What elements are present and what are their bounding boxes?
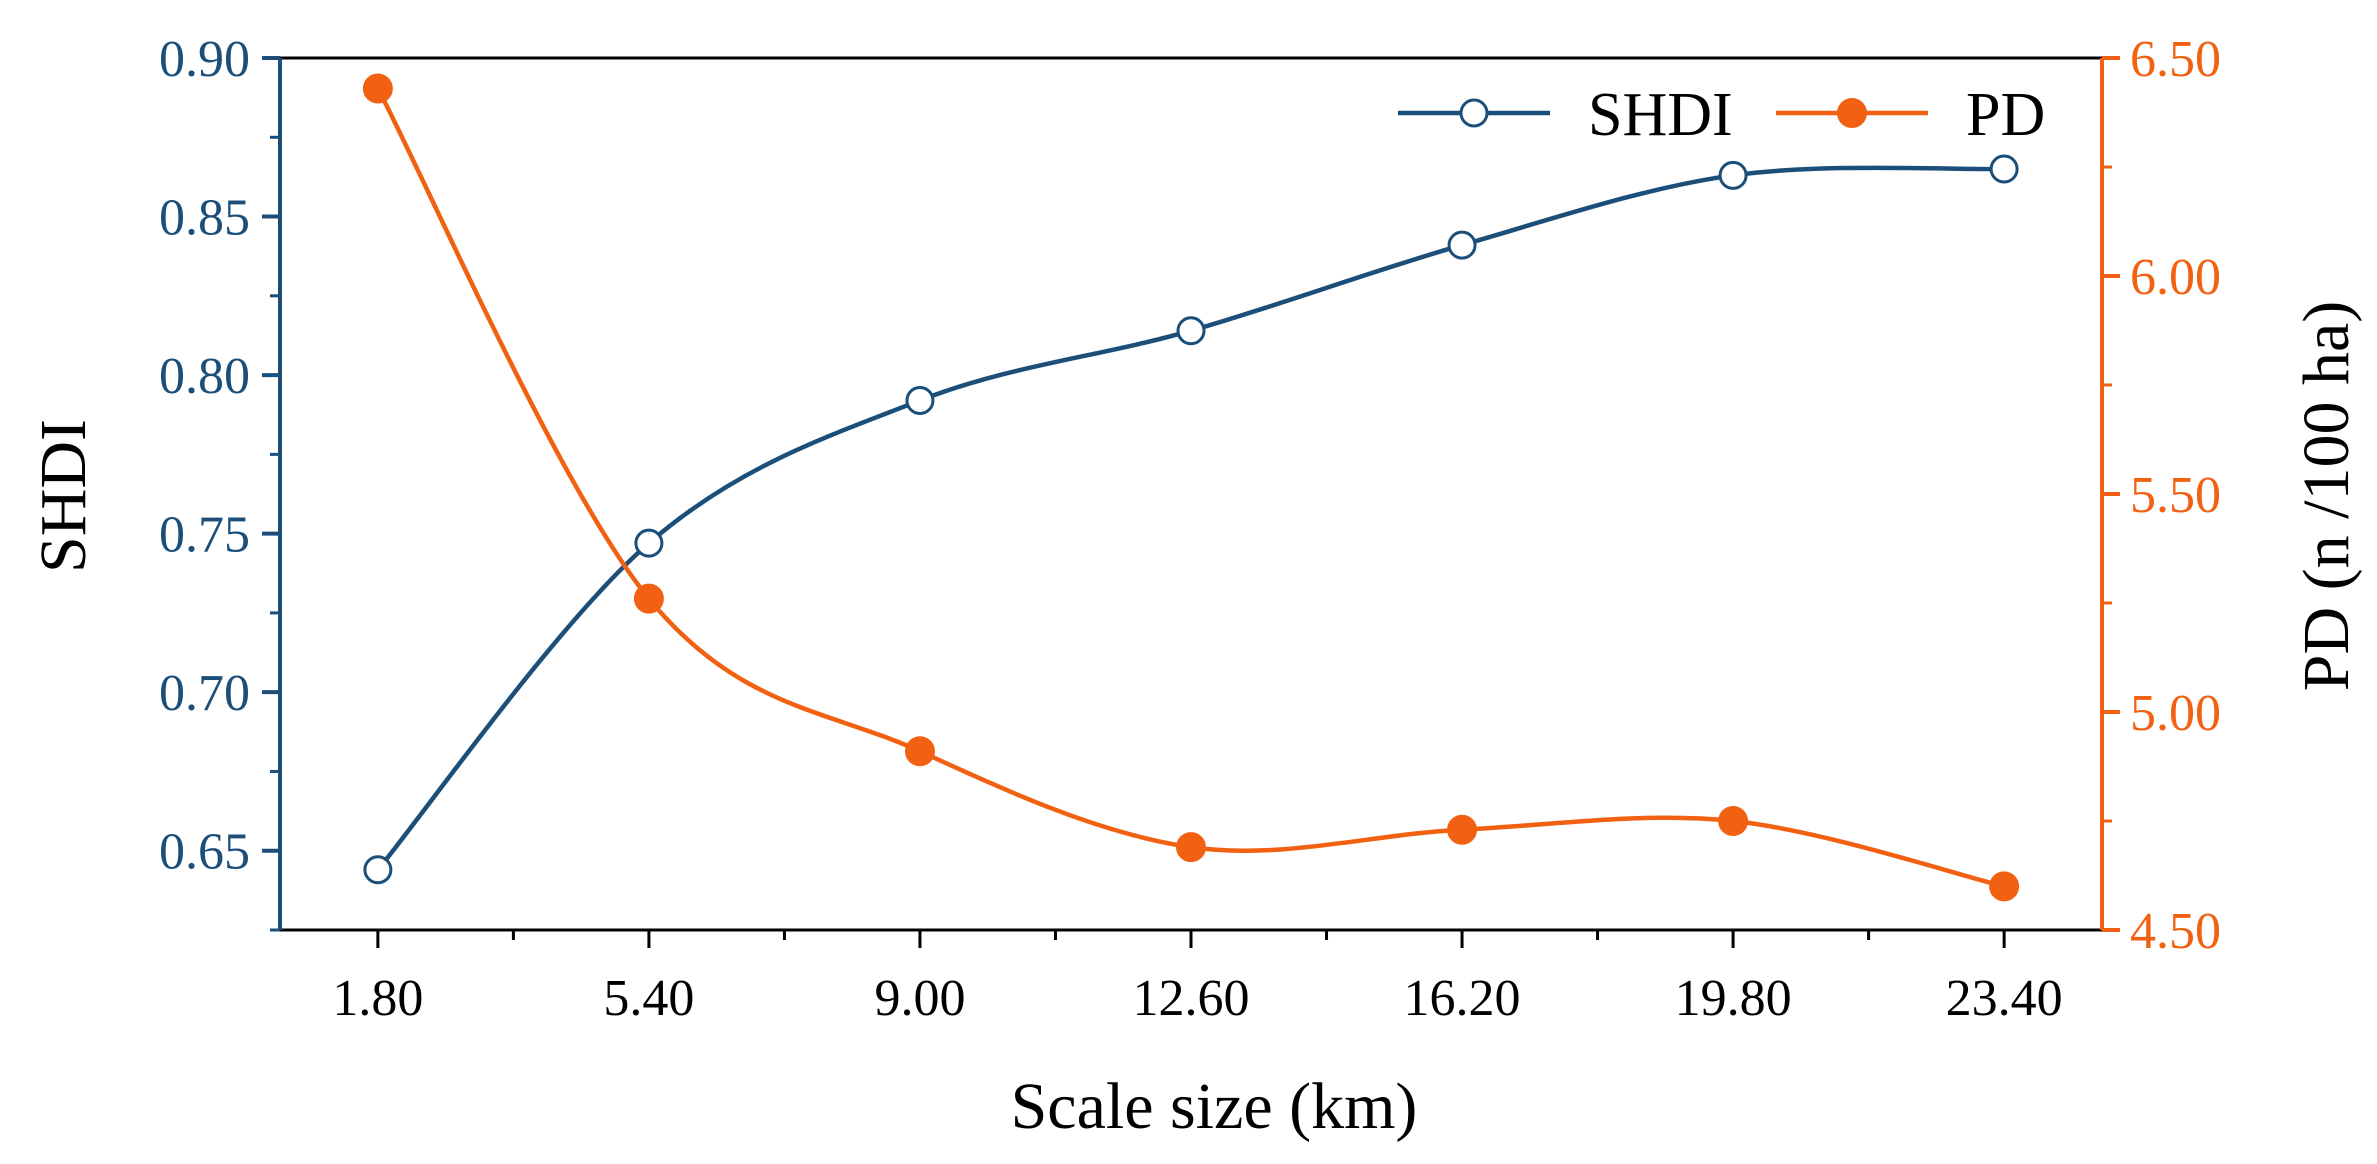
left-y-tick-label: 0.90 xyxy=(159,31,250,88)
left-y-tick-label: 0.65 xyxy=(159,824,250,881)
data-point-pd xyxy=(1989,871,2020,902)
legend-label-pd: PD xyxy=(1966,81,2045,149)
left-y-tick-label: 0.70 xyxy=(159,665,250,722)
left-y-tick-label: 0.85 xyxy=(159,190,250,247)
x-tick-label: 9.00 xyxy=(874,970,965,1027)
x-tick-label: 23.40 xyxy=(1946,970,2063,1027)
left-y-axis: 0.65 0.70 0.75 0.80 0.85 0.90 xyxy=(159,31,280,932)
x-tick-label: 5.40 xyxy=(603,970,694,1027)
plot-frame xyxy=(278,56,2104,932)
x-tick-label: 19.80 xyxy=(1675,970,1792,1027)
legend-marker-shdi xyxy=(1459,98,1489,128)
data-point-pd xyxy=(1447,814,1478,845)
right-y-tick-label: 4.50 xyxy=(2130,903,2221,960)
right-y-tick-label: 6.50 xyxy=(2130,31,2221,88)
data-point-pd xyxy=(633,583,664,614)
series-line-shdi xyxy=(376,165,2005,872)
data-point-shdi xyxy=(634,528,664,558)
data-point-pd xyxy=(1176,832,1206,863)
data-point-shdi xyxy=(1447,230,1477,260)
right-y-tick-label: 5.00 xyxy=(2130,685,2221,742)
legend-label-shdi: SHDI xyxy=(1588,81,1733,149)
legend: SHDI PD xyxy=(1398,81,2045,149)
left-y-tick-label: 0.80 xyxy=(159,348,250,405)
data-point-shdi xyxy=(905,385,935,415)
right-y-axis: 4.50 5.00 5.50 6.00 6.50 xyxy=(2102,31,2221,960)
series-line-pd xyxy=(375,87,2005,889)
right-y-tick-label: 5.50 xyxy=(2130,467,2221,524)
right-y-tick-label: 6.00 xyxy=(2130,249,2221,306)
left-y-tick-label: 0.75 xyxy=(159,507,250,564)
left-y-axis-label: SHDI xyxy=(27,419,100,573)
data-point-shdi xyxy=(363,855,393,885)
legend-marker-pd xyxy=(1837,98,1867,128)
x-tick-label: 16.20 xyxy=(1404,970,1521,1027)
x-axis-label: Scale size (km) xyxy=(1011,1070,1418,1143)
data-point-pd xyxy=(904,736,935,767)
x-axis: 1.80 5.40 9.00 12.60 16.20 19.80 23.40 xyxy=(332,930,2063,1027)
series-lines xyxy=(362,73,2020,902)
data-point-shdi xyxy=(1176,316,1206,346)
data-point-shdi xyxy=(1989,154,2019,184)
x-tick-label: 12.60 xyxy=(1133,970,1250,1027)
data-point-pd xyxy=(362,73,393,104)
data-point-pd xyxy=(1718,806,1749,836)
x-tick-label: 1.80 xyxy=(332,970,423,1027)
right-y-axis-label: PD (n /100 ha) xyxy=(2290,301,2363,691)
data-point-shdi xyxy=(1718,160,1748,190)
